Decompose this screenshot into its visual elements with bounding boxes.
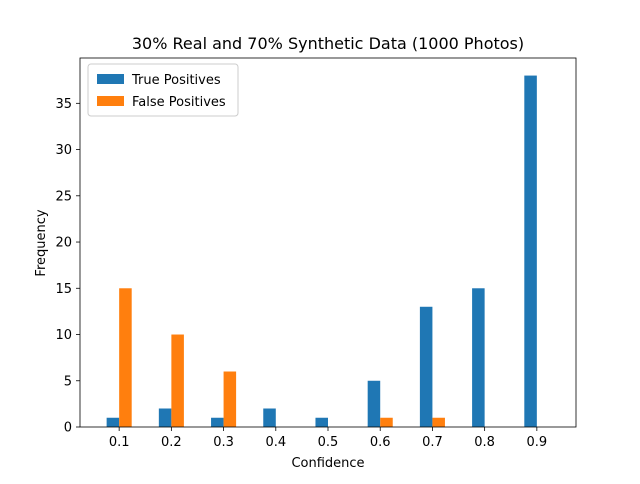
y-tick-label: 5 [64, 374, 72, 389]
y-tick-label: 35 [55, 97, 72, 112]
x-tick-label: 0.3 [213, 435, 234, 450]
chart-title: 30% Real and 70% Synthetic Data (1000 Ph… [132, 34, 524, 53]
x-axis-label: Confidence [291, 456, 364, 471]
x-tick-label: 0.5 [318, 435, 339, 450]
x-tick-label: 0.6 [370, 435, 391, 450]
y-tick-label: 15 [55, 282, 72, 297]
bar-true-positives-0.7 [419, 306, 433, 427]
legend-label: True Positives [131, 73, 221, 88]
y-tick-label: 25 [55, 189, 72, 204]
legend-swatch [97, 74, 124, 84]
y-axis-label: Frequency [34, 209, 49, 276]
bar-true-positives-0.8 [472, 288, 485, 427]
plot-area: 0.1 0.2 0.3 0.4 0.5 0.6 0.7 0.8 0.9 0 5 10 15 20 25 30 3… [55, 57, 577, 450]
bar-false-positives-0.2 [171, 334, 184, 427]
x-tick-label: 0.2 [161, 435, 182, 450]
x-tick-label: 0.9 [526, 435, 547, 450]
x-tick-label: 0.8 [474, 435, 495, 450]
bar-true-positives-0.3 [211, 417, 224, 427]
bar-true-positives-0.2 [158, 408, 172, 427]
y-tick-label: 10 [55, 328, 72, 343]
x-tick-label: 0.1 [109, 435, 130, 450]
bar-true-positives-0.6 [367, 380, 381, 427]
bar-false-positives-0.1 [119, 288, 132, 427]
y-tick-label: 0 [64, 421, 72, 436]
bar-true-positives-0.1 [106, 417, 120, 427]
bar-false-positives-0.7 [432, 417, 445, 427]
bar-true-positives-0.4 [263, 408, 276, 427]
x-tick-label: 0.4 [265, 435, 286, 450]
x-tick-label: 0.7 [422, 435, 443, 450]
bar-false-positives-0.6 [380, 417, 393, 427]
bar-false-positives-0.3 [223, 371, 237, 427]
legend-label: False Positives [132, 95, 226, 110]
y-tick-label: 30 [55, 143, 72, 158]
legend: True Positives False Positives [87, 63, 239, 117]
legend-swatch [97, 96, 124, 106]
bar-true-positives-0.9 [524, 75, 537, 427]
legend-box [87, 63, 239, 117]
bar-true-positives-0.5 [315, 417, 328, 427]
y-tick-label: 20 [55, 236, 72, 251]
